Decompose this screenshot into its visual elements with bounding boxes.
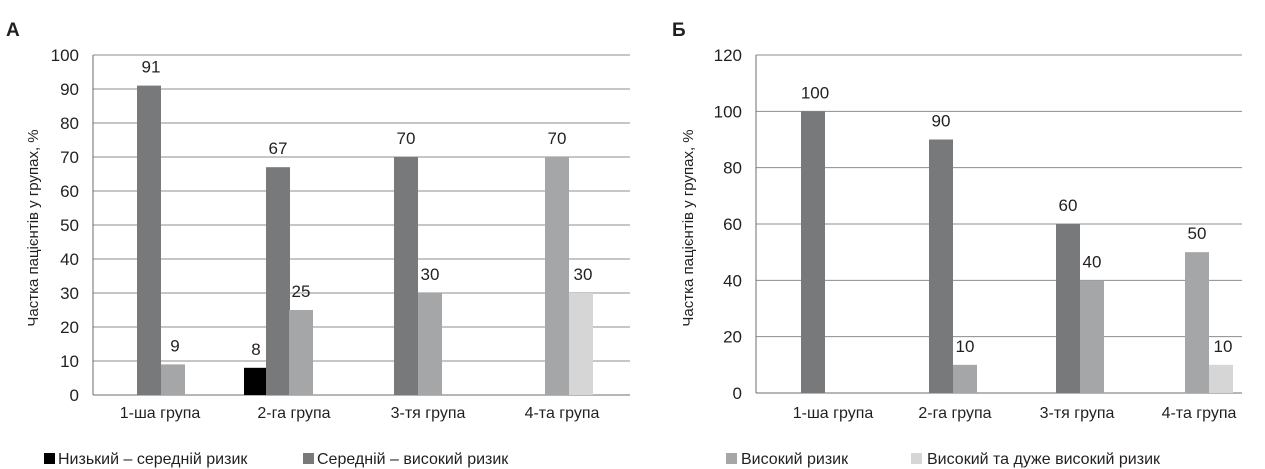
y-tick-label: 20	[723, 328, 742, 347]
data-label: 40	[1083, 252, 1102, 271]
gridlines-b	[755, 54, 1242, 394]
gridlines-a	[92, 54, 630, 396]
y-tick-label: 120	[714, 46, 742, 65]
bar	[953, 364, 977, 393]
bar	[266, 167, 290, 395]
bar	[1080, 280, 1104, 393]
bar	[1056, 224, 1080, 393]
data-label: 10	[1214, 337, 1233, 356]
x-tick-label: 1-ша група	[793, 405, 874, 422]
bars-b	[801, 111, 1233, 393]
x-tick-label: 3-тя група	[391, 405, 466, 422]
chart-panel-a: А Частка пацієнтів у групах, % 0 10 20 30 40…	[6, 20, 630, 468]
y-tick-label: 90	[60, 80, 79, 99]
y-tick-labels-b: 0 20 40 60 80 100 120	[714, 46, 742, 403]
panel-letter-a: А	[6, 20, 20, 41]
data-label: 70	[548, 129, 567, 148]
panel-letter-b: Б	[672, 20, 686, 41]
chart-panel-b: Б Частка пацієнтів у групах, % 0 20 40 60 80…	[672, 20, 1242, 468]
bar	[137, 85, 161, 395]
x-tick-label: 2-га група	[257, 405, 330, 422]
bars-a	[137, 85, 593, 395]
legend-label-b-0: Високий ризик	[741, 451, 849, 468]
data-label: 70	[397, 129, 416, 148]
x-tick-label: 3-тя група	[1040, 405, 1115, 422]
y-tick-label: 100	[714, 102, 742, 121]
y-tick-labels-a: 0 10 20 30 40 50 60 70 80 90 100	[51, 46, 79, 405]
x-tick-label: 1-ша група	[120, 405, 201, 422]
bar	[161, 364, 185, 395]
y-tick-label: 100	[51, 46, 79, 65]
bar	[569, 293, 593, 395]
y-tick-label: 40	[60, 250, 79, 269]
legend-a: Низький – середній ризик Середній – висо…	[44, 451, 509, 468]
y-tick-label: 60	[60, 182, 79, 201]
legend-b: Високий ризик Високий та дуже високий ри…	[726, 451, 1161, 468]
bar	[244, 367, 268, 395]
bar	[418, 293, 442, 395]
legend-swatch-b-0	[726, 453, 737, 464]
data-label: 10	[956, 337, 975, 356]
y-axis-label-a: Частка пацієнтів у групах, %	[25, 129, 42, 326]
data-label: 8	[251, 340, 260, 359]
legend-label-a-0: Низький – середній ризик	[58, 451, 248, 468]
category-labels-b: 1-ша група 2-га група 3-тя група 4-та група	[793, 405, 1237, 422]
bar	[394, 157, 418, 395]
legend-label-b-1: Високий та дуже високий ризик	[927, 451, 1161, 468]
data-label: 25	[292, 282, 311, 301]
data-label: 30	[421, 265, 440, 284]
data-label: 67	[269, 139, 288, 158]
x-tick-label: 2-га група	[918, 405, 991, 422]
bar	[1185, 252, 1209, 393]
data-label: 50	[1188, 224, 1207, 243]
y-tick-label: 30	[60, 284, 79, 303]
y-axis-label-b: Частка пацієнтів у групах, %	[680, 129, 697, 326]
y-tick-label: 40	[723, 271, 742, 290]
y-tick-label: 50	[60, 216, 79, 235]
legend-swatch-b-1	[911, 453, 922, 464]
x-tick-label: 4-та група	[1162, 405, 1237, 422]
y-tick-label: 60	[723, 215, 742, 234]
data-labels-a: 91 9 8 67 25 70 30 70 30	[142, 58, 593, 359]
data-labels-b: 100 90 10 60 40 50 10	[801, 83, 1233, 356]
data-label: 91	[142, 58, 161, 77]
bar	[801, 111, 825, 393]
category-labels-a: 1-ша група 2-га група 3-тя група 4-та група	[120, 405, 600, 422]
x-tick-label: 4-та група	[525, 405, 600, 422]
bar	[1209, 364, 1233, 393]
data-label: 90	[932, 112, 951, 131]
legend-swatch-a-0	[44, 453, 55, 464]
data-label: 100	[801, 83, 829, 102]
legend-swatch-a-1	[303, 453, 314, 464]
bar	[545, 157, 569, 395]
y-tick-label: 0	[733, 384, 742, 403]
data-label: 9	[170, 336, 179, 355]
y-tick-label: 80	[723, 159, 742, 178]
y-tick-label: 20	[60, 318, 79, 337]
y-tick-label: 80	[60, 114, 79, 133]
y-tick-label: 0	[70, 386, 79, 405]
legend-label-a-1: Середній – високий ризик	[317, 451, 509, 468]
data-label: 30	[574, 265, 593, 284]
bar	[929, 139, 953, 393]
data-label: 60	[1059, 196, 1078, 215]
y-tick-label: 70	[60, 148, 79, 167]
y-tick-label: 10	[60, 352, 79, 371]
bar	[289, 310, 313, 395]
